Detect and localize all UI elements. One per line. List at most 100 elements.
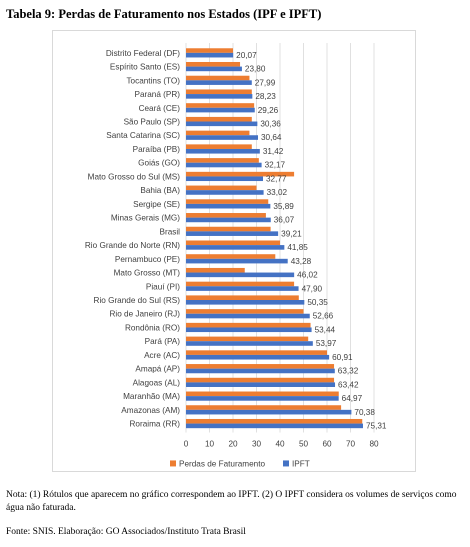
data-label: 30,64 — [261, 133, 282, 142]
bar-perdas — [186, 254, 276, 259]
bar-ipft — [186, 327, 312, 333]
data-label: 52,66 — [313, 312, 334, 321]
data-label: 33,02 — [267, 188, 288, 197]
bar-perdas — [186, 405, 342, 410]
data-label: 35,89 — [273, 202, 294, 211]
data-label: 43,28 — [291, 257, 312, 266]
legend-swatch-ipft — [283, 460, 289, 467]
x-tick-label: 50 — [299, 439, 309, 448]
category-label: Minas Gerais (MG) — [111, 214, 180, 223]
x-tick-label: 20 — [228, 439, 238, 448]
category-label: Distrito Federal (DF) — [106, 49, 180, 58]
bar-ipft — [186, 107, 255, 113]
data-label: 32,77 — [266, 174, 287, 183]
category-label: Santa Catarina (SC) — [106, 131, 180, 140]
bar-perdas — [186, 391, 339, 397]
category-label: Rio Grande do Norte (RN) — [85, 241, 180, 250]
category-label: Mato Grosso (MT) — [114, 269, 181, 278]
bar-perdas — [186, 89, 252, 95]
bar-perdas — [186, 116, 252, 122]
bar-ipft — [186, 300, 305, 305]
table-caption: Tabela 9: Perdas de Faturamento nos Esta… — [6, 7, 322, 21]
bar-perdas — [186, 377, 335, 383]
bar-ipft — [186, 80, 252, 85]
bar-ipft — [186, 409, 352, 415]
category-label: Paraná (PR) — [134, 90, 180, 99]
data-label: 30,36 — [260, 120, 281, 129]
category-label: Rio de Janeiro (RJ) — [109, 310, 180, 319]
category-label: Acre (AC) — [144, 351, 180, 360]
x-tick-label: 10 — [205, 439, 215, 448]
category-label: Amazonas (AM) — [121, 406, 180, 415]
x-tick-label: 80 — [369, 439, 379, 448]
chart-source: Fonte: SNIS. Elaboração: GO Associados/I… — [6, 527, 246, 537]
bar-ipft — [186, 382, 336, 387]
bar-ipft — [186, 121, 258, 127]
bar-chart: 0 10 20 30 40 50 60 70 80 Distrito Federal (DF) 20… — [85, 43, 387, 468]
bar-perdas — [186, 364, 335, 369]
data-label: 63,42 — [338, 380, 359, 389]
x-tick-label: 70 — [346, 439, 356, 448]
bar-perdas — [186, 103, 255, 108]
bar-ipft — [186, 176, 264, 182]
bar-ipft — [186, 217, 271, 223]
bar-perdas — [186, 322, 311, 328]
bar-ipft — [186, 258, 288, 264]
x-tick-label: 40 — [275, 439, 285, 448]
data-label: 36,07 — [274, 216, 295, 225]
bar-ipft — [186, 396, 339, 401]
bar-ipft — [186, 286, 299, 291]
category-label: Amapá (AP) — [135, 365, 180, 374]
x-tick-label: 30 — [252, 439, 262, 448]
legend-label-perdas: Perdas de Faturamento — [179, 459, 265, 468]
bar-perdas — [186, 158, 259, 163]
data-label: 53,97 — [316, 339, 337, 348]
data-label: 28,23 — [255, 92, 276, 101]
category-label: Piauí (PI) — [146, 282, 180, 291]
bar-perdas — [186, 418, 363, 424]
category-label: Maranhão (MA) — [123, 392, 180, 401]
bar-ipft — [186, 354, 330, 360]
bar-ipft — [186, 341, 313, 346]
data-label: 41,85 — [287, 243, 308, 252]
category-label: Roraima (RR) — [130, 420, 181, 429]
legend-label-ipft: IPFT — [292, 459, 310, 468]
data-label: 32,17 — [265, 161, 286, 170]
category-label: Alagoas (AL) — [133, 378, 181, 387]
bar-perdas — [186, 130, 250, 136]
bar-ipft — [186, 313, 310, 319]
bar-perdas — [186, 185, 257, 191]
category-label: Paraíba (PB) — [133, 145, 181, 154]
bar-perdas — [186, 213, 266, 218]
data-label: 53,44 — [315, 325, 336, 334]
data-label: 23,80 — [245, 65, 266, 74]
bar-perdas — [186, 48, 233, 53]
category-label: Bahia (BA) — [140, 186, 180, 195]
category-label: Tocantins (TO) — [126, 76, 180, 85]
bar-ipft — [186, 148, 260, 154]
category-label: São Paulo (SP) — [124, 118, 181, 127]
bar-ipft — [186, 66, 242, 72]
data-label: 75,31 — [366, 422, 387, 431]
bar-perdas — [186, 350, 327, 355]
bar-ipft — [186, 245, 285, 250]
category-label: Pará (PA) — [145, 337, 181, 346]
bar-ipft — [186, 162, 262, 168]
bar-perdas — [186, 226, 271, 232]
category-label: Sergipe (SE) — [133, 200, 180, 209]
data-label: 20,07 — [236, 51, 257, 60]
data-label: 64,97 — [342, 394, 363, 403]
data-label: 70,38 — [354, 408, 375, 417]
x-tick-label: 60 — [322, 439, 332, 448]
bar-ipft — [186, 94, 253, 99]
bar-ipft — [186, 190, 264, 195]
bar-perdas — [186, 336, 309, 342]
bar-ipft — [186, 203, 271, 209]
bar-perdas — [186, 61, 241, 67]
bar-perdas — [186, 309, 304, 314]
bar-perdas — [186, 75, 250, 81]
category-label: Goiás (GO) — [138, 159, 180, 168]
bar-ipft — [186, 423, 363, 429]
category-label: Pernambuco (PE) — [115, 255, 180, 264]
chart-frame: 0 10 20 30 40 50 60 70 80 Distrito Federal (DF) 20… — [52, 30, 416, 472]
